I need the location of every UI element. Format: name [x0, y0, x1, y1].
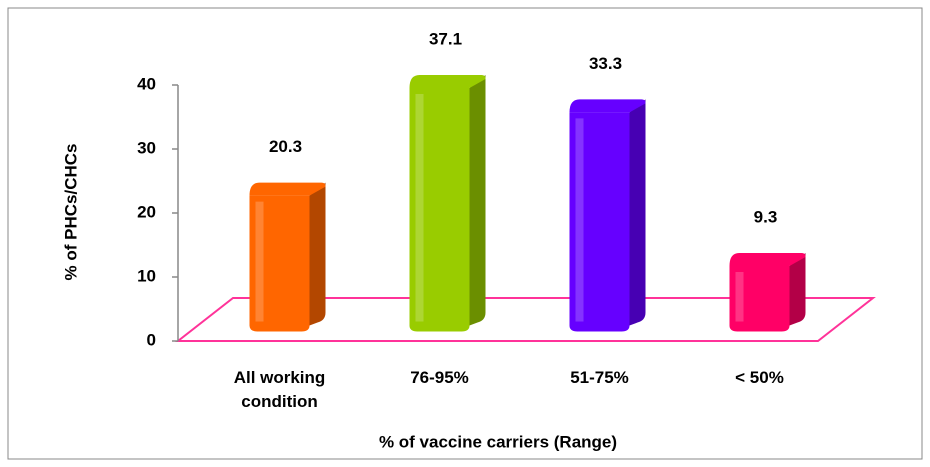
x-axis-title: % of vaccine carriers (Range): [379, 432, 617, 451]
bar-top: [249, 182, 326, 196]
y-tick-label: 20: [137, 202, 156, 221]
bar-front: [569, 112, 630, 332]
x-tick-label-box: All working condition: [233, 368, 326, 411]
x-tick-label-box: 51-75%: [570, 368, 629, 387]
x-tick-label: 76-95%: [410, 368, 469, 387]
floor: [175, 297, 876, 342]
bar-front: [249, 195, 310, 332]
value-label: 37.1: [429, 30, 462, 49]
bar-side: [629, 99, 646, 326]
bar-side: [309, 182, 326, 326]
bar-front: [729, 265, 790, 332]
y-tick-label: 10: [137, 266, 156, 285]
bar-top: [569, 99, 646, 113]
y-tick-label: 40: [137, 74, 156, 93]
bar: [249, 182, 326, 332]
bar: [729, 252, 806, 332]
value-label: 9.3: [754, 207, 778, 226]
value-label: 20.3: [269, 137, 302, 156]
bar-top: [409, 75, 486, 89]
x-tick-label-box: 76-95%: [410, 368, 469, 387]
bar-side: [789, 252, 806, 326]
bar-highlight: [415, 94, 424, 322]
bar-highlight: [255, 201, 264, 322]
bar-side: [469, 75, 486, 326]
bar-top: [729, 252, 806, 266]
x-tick-label: All working condition: [233, 368, 326, 411]
bar: [409, 75, 486, 332]
bar-highlight: [575, 118, 584, 322]
x-tick-label: 51-75%: [570, 368, 629, 387]
x-tick-label-box: < 50%: [735, 368, 784, 387]
bar-highlight: [735, 271, 744, 322]
y-tick-label: 30: [137, 138, 156, 157]
y-axis-title: % of PHCs/CHCs: [61, 144, 80, 281]
y-tick-label: 0: [147, 330, 156, 349]
x-tick-label: < 50%: [735, 368, 784, 387]
bar: [569, 99, 646, 332]
value-label: 33.3: [589, 54, 622, 73]
bar-front: [409, 88, 470, 332]
